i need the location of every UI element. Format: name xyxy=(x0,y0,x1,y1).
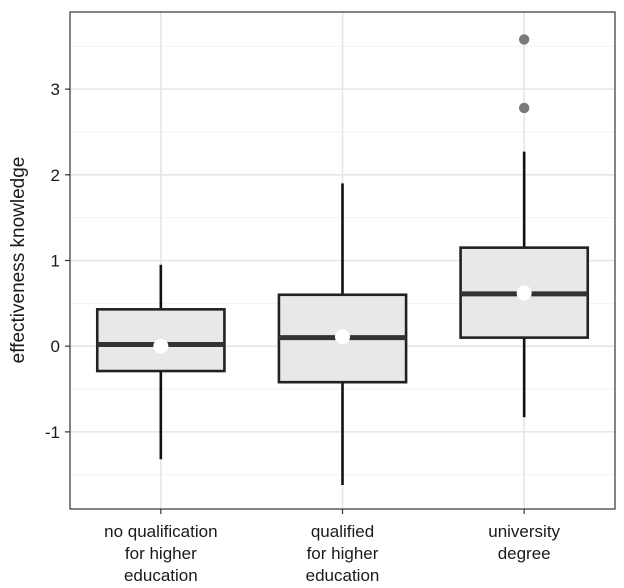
x-tick-label-line: qualified xyxy=(311,522,374,541)
outlier-point xyxy=(518,102,530,114)
x-tick-label-line: no qualification xyxy=(104,522,217,541)
mean-point xyxy=(335,329,350,345)
x-tick-label-line: for higher xyxy=(125,544,197,563)
mean-point xyxy=(516,285,532,301)
mean-point xyxy=(153,338,169,354)
y-tick-label: 1 xyxy=(51,252,60,271)
y-axis: -1 0 1 2 3 xyxy=(45,80,70,442)
y-tick-label: -1 xyxy=(45,423,60,442)
box-group xyxy=(277,183,408,486)
x-tick-label-line: for higher xyxy=(307,544,379,563)
x-tick-label-line: education xyxy=(124,566,198,585)
x-tick-label: qualified for higher education xyxy=(306,522,380,585)
x-tick-label-line: university xyxy=(488,522,560,541)
y-axis-label: effectiveness knowledge xyxy=(8,157,29,364)
y-tick-label: 0 xyxy=(51,337,60,356)
x-axis: no qualification for higher educationquali… xyxy=(104,509,561,585)
x-tick-label-line: education xyxy=(306,566,380,585)
box-group xyxy=(95,264,226,460)
y-tick-label: 3 xyxy=(51,80,60,99)
boxes xyxy=(95,34,590,486)
outlier-point xyxy=(518,34,530,45)
box-group xyxy=(459,34,590,418)
x-tick-label-line: degree xyxy=(498,544,551,563)
x-tick-label: university degree xyxy=(488,522,560,563)
y-tick-label: 2 xyxy=(51,166,60,185)
x-tick-label: no qualification for higher education xyxy=(104,522,217,585)
